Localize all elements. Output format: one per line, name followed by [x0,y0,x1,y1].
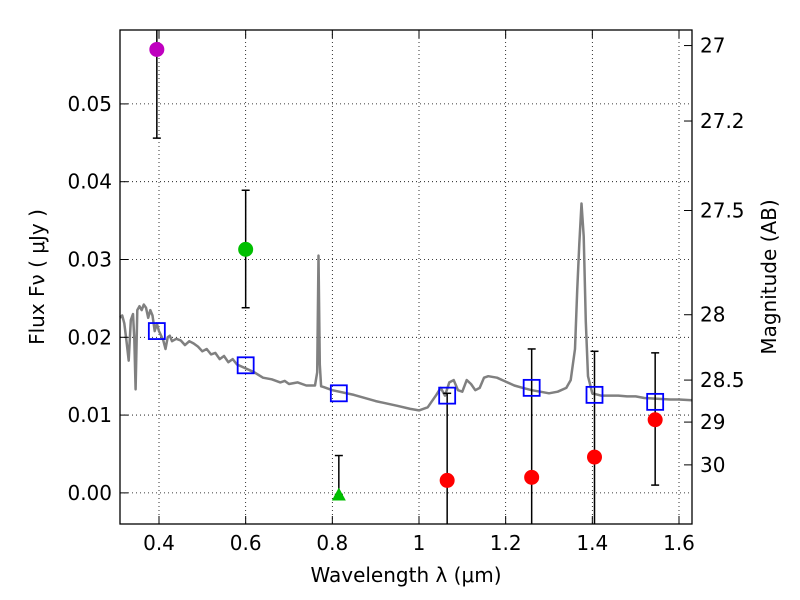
y-tick-label: 0.03 [67,247,112,271]
right-tick-label: 30 [700,453,725,477]
right-tick-label: 29 [700,410,725,434]
data-point [524,469,540,485]
model-point [236,356,255,375]
x-tick-label: 0.8 [316,531,348,555]
right-tick-label: 28.5 [700,368,745,392]
x-tick-label: 1.6 [663,531,695,555]
y-tick-label: 0.00 [67,481,112,505]
y-tick-label: 0.02 [67,325,112,349]
x-tick-label: 1.2 [490,531,522,555]
model-point [329,384,348,403]
data-point [238,241,254,257]
data-point [439,472,455,488]
right-axis-label: Magnitude (AB) [757,199,781,354]
grid [120,30,692,524]
data-point [587,449,602,465]
x-tick-label: 1.4 [576,531,608,555]
y-tick-label: 0.05 [67,92,112,116]
model-point [646,392,665,411]
x-tick-label: 0.6 [230,531,262,555]
x-tick-label: 1 [413,531,426,555]
data-point [149,41,165,57]
model-spectrum-line [119,202,693,412]
model-point [585,385,604,404]
right-tick-label: 28 [700,303,725,327]
model-point [438,386,457,405]
model-spectrum-layer [119,202,693,412]
model-point [147,322,166,340]
x-tick-label: 0.4 [143,531,175,555]
right-tick-label: 27.5 [700,198,745,222]
y-tick-label: 0.01 [67,403,112,427]
y-tick-label: 0.04 [67,170,112,194]
markers-layer [147,41,665,501]
x-axis-label: Wavelength λ (μm) [310,563,501,587]
plot-frame [119,29,693,525]
data-point [647,412,663,428]
right-tick-label: 27 [700,34,725,58]
model-point [522,378,541,397]
right-tick-label: 27.2 [700,109,745,133]
axes: 0.4 0.6 0.8 1 1.2 1.4 1.6 0.00 0.01 0.02 0.03 0.04 0… [67,30,745,555]
upper-limit-point [331,487,346,501]
y-axis-label: Flux Fν ( μJy ) [25,209,49,345]
